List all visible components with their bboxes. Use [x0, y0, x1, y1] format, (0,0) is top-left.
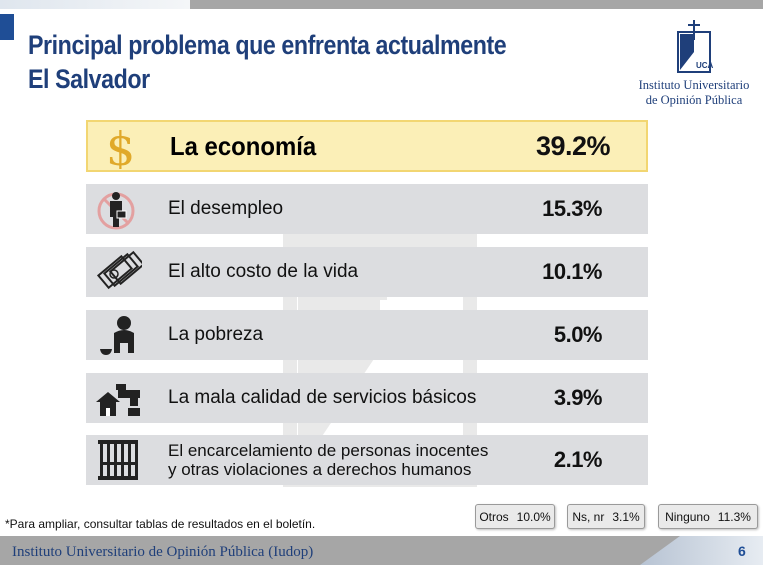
- other-response-value: 10.0%: [516, 509, 551, 524]
- house-faucet-icon: [94, 376, 142, 420]
- uca-logo-icon: UCA: [677, 20, 714, 73]
- result-value: 10.1%: [542, 259, 602, 284]
- title-accent-block: [0, 14, 14, 40]
- result-row: El desempleo 15.3%: [86, 184, 648, 234]
- result-value: 39.2%: [535, 130, 611, 161]
- jail-bars-icon: [94, 438, 142, 482]
- iudop-logo: UCA Instituto Universitario de Opinión P…: [638, 18, 750, 110]
- page-title: Principal problema que enfrenta actualme…: [28, 28, 507, 96]
- other-response-label: Ns, nr: [572, 509, 605, 524]
- result-label: El desempleo: [168, 198, 284, 219]
- poor-person-icon: [94, 313, 142, 357]
- money-bills-icon: [94, 250, 146, 294]
- result-value: 3.9%: [553, 385, 603, 410]
- top-bar-accent: [0, 0, 190, 9]
- result-value: 15.3%: [542, 196, 602, 221]
- result-label-line-1: El encarcelamiento de personas inocentes: [168, 441, 489, 460]
- logo-mark-text: UCA: [696, 61, 714, 70]
- other-response-box: Ninguno 11.3%: [658, 504, 758, 529]
- result-row: El alto costo de la vida 10.1%: [86, 247, 648, 297]
- result-label-line-2: y otras violaciones a derechos humanos: [168, 460, 472, 479]
- page-number: 6: [738, 543, 746, 559]
- result-label: El alto costo de la vida: [168, 261, 359, 282]
- title-line-1: Principal problema que enfrenta actualme…: [28, 30, 507, 60]
- footer-institute: Instituto Universitario de Opinión Públi…: [12, 544, 314, 560]
- footnote: *Para ampliar, consultar tablas de resul…: [5, 517, 316, 531]
- result-label: El encarcelamiento de personas inocentes…: [168, 435, 488, 485]
- unemployed-person-icon: [94, 187, 142, 231]
- result-row: $ La economía 39.2%: [86, 120, 648, 176]
- title-line-2: El Salvador: [28, 64, 150, 94]
- logo-name: Instituto Universitario de Opinión Públi…: [638, 78, 750, 108]
- other-response-box: Ns, nr 3.1%: [567, 504, 645, 529]
- other-response-value: 11.3%: [717, 509, 751, 524]
- result-label: La mala calidad de servicios básicos: [168, 387, 477, 408]
- other-response-value: 3.1%: [612, 509, 640, 524]
- result-label: La pobreza: [168, 324, 264, 345]
- dollar-icon: $: [96, 122, 144, 176]
- other-response-label: Ninguno: [665, 509, 710, 524]
- result-label: La economía: [170, 130, 317, 161]
- logo-name-line-1: Instituto Universitario: [638, 78, 750, 92]
- result-value: 5.0%: [553, 322, 603, 347]
- logo-name-line-2: de Opinión Pública: [645, 93, 743, 107]
- other-response-box: Otros 10.0%: [475, 504, 555, 529]
- result-row: La pobreza 5.0%: [86, 310, 648, 360]
- result-row: El encarcelamiento de personas inocentes…: [86, 435, 648, 485]
- result-row: La mala calidad de servicios básicos 3.9%: [86, 373, 648, 423]
- bottom-bar: [0, 536, 763, 565]
- other-response-label: Otros: [479, 509, 509, 524]
- top-bar: [0, 0, 763, 9]
- svg-text:$: $: [106, 125, 135, 169]
- result-value: 2.1%: [553, 447, 603, 472]
